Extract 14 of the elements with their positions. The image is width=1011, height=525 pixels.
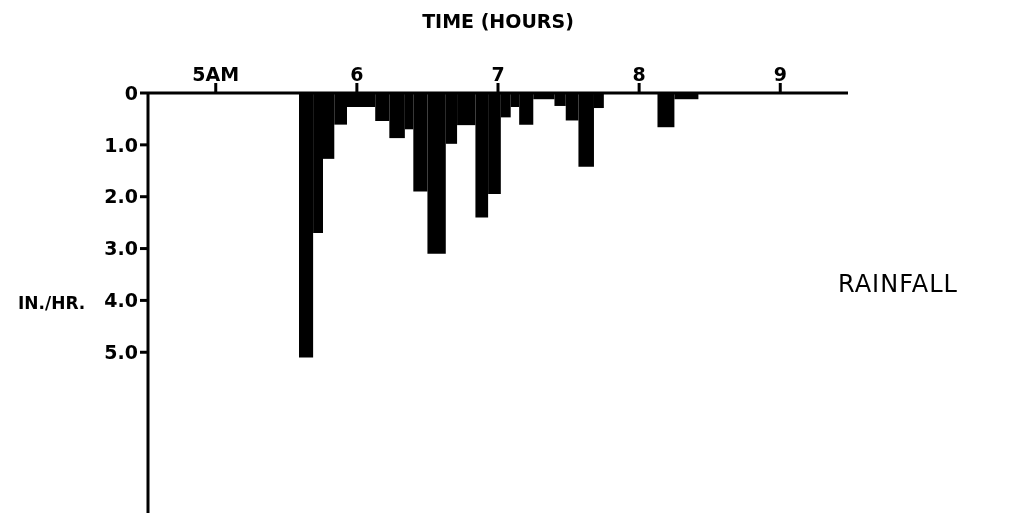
x-tick-label: 6 <box>350 63 364 85</box>
y-tick-label: 2.0 <box>104 185 138 208</box>
y-axis-title: IN./HR. <box>18 293 86 314</box>
y-tick-label: 5.0 <box>104 341 138 363</box>
x-axis-title: TIME (HOURS) <box>421 10 575 32</box>
x-tick-label: 9 <box>773 63 787 85</box>
x-tick-label: 5AM <box>192 63 240 85</box>
y-tick-label: 3.0 <box>104 237 138 260</box>
y-tick-label: 4.0 <box>104 289 138 312</box>
x-tick-label: 8 <box>632 63 646 85</box>
annotation: RAINFALL <box>838 270 958 298</box>
y-tick-label: 0 <box>124 81 138 104</box>
y-tick-label: 1.0 <box>104 133 138 156</box>
x-tick-label: 7 <box>491 63 505 85</box>
